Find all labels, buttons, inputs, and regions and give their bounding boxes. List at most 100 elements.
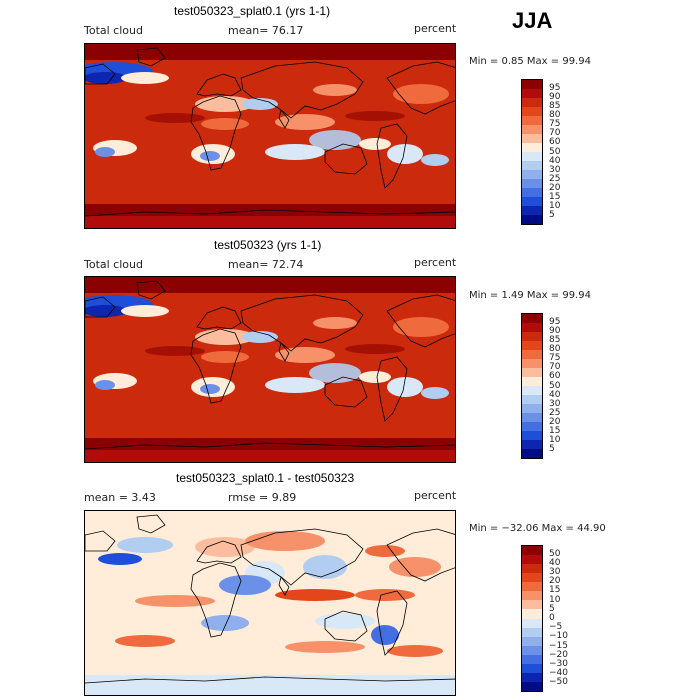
panel-1-minmax: Min = 0.85 Max = 99.94 [469, 56, 591, 67]
colorbar-swatch [522, 170, 542, 179]
colorbar-swatch [522, 107, 542, 116]
panel-3-colorbar [521, 545, 543, 692]
colorbar-tick-label: 5 [549, 444, 555, 455]
coastline [376, 590, 408, 656]
colorbar-tick-label: 15 [549, 426, 561, 437]
panel-2-map-canvas [85, 277, 455, 462]
colorbar-tick-label: 75 [549, 353, 561, 364]
colorbar-swatch [522, 440, 542, 449]
colorbar-swatch [522, 564, 542, 574]
colorbar-tick-label: −30 [549, 658, 568, 669]
colorbar-swatch [522, 161, 542, 170]
colorbar-swatch [522, 332, 542, 341]
coastline [136, 280, 166, 300]
colorbar-tick-label: 75 [549, 119, 561, 130]
coastline [136, 47, 166, 67]
panel-2-map [84, 276, 456, 463]
coastline [324, 143, 368, 175]
colorbar-swatch [522, 431, 542, 440]
colorbar-swatch [522, 143, 542, 152]
colorbar-tick-label: 40 [549, 557, 561, 568]
coastline [240, 294, 364, 352]
colorbar-tick-label: 20 [549, 183, 561, 193]
coastline [85, 530, 116, 552]
panel-1-title: test050323_splat0.1 (yrs 1-1) [174, 4, 331, 18]
colorbar-swatch [522, 404, 542, 413]
colorbar-swatch [522, 386, 542, 395]
panel-3-units-label: percent [414, 489, 457, 502]
panel-2-minmax: Min = 1.49 Max = 99.94 [469, 290, 591, 301]
panel-1-units-label: percent [414, 22, 457, 35]
colorbar-swatch [522, 323, 542, 332]
coastline [85, 296, 116, 318]
colorbar-tick-label: 50 [549, 380, 561, 391]
colorbar-swatch [522, 546, 542, 556]
panel-1-colorbar [521, 79, 543, 225]
colorbar-tick-label: 80 [549, 344, 561, 354]
colorbar-swatch [522, 206, 542, 215]
coastline [376, 356, 408, 422]
coastline [196, 306, 242, 330]
colorbar-swatch [522, 582, 542, 592]
panel-2-colorbar [521, 313, 543, 459]
colorbar-swatch [522, 179, 542, 188]
panel-3-map [84, 510, 456, 696]
coastline [85, 209, 455, 217]
colorbar-tick-label: 70 [549, 362, 561, 373]
colorbar-tick-label: 90 [549, 325, 561, 336]
colorbar-tick-label: 25 [549, 407, 561, 418]
colorbar-swatch [522, 134, 542, 143]
coastline [196, 73, 242, 97]
colorbar-swatch [522, 197, 542, 206]
season-label: JJA [512, 8, 553, 33]
coastline [190, 562, 242, 638]
colorbar-tick-label: 70 [549, 128, 561, 139]
panel-1-variable-label: Total cloud [84, 24, 143, 37]
panel-3-rmse-label: rmse = 9.89 [228, 491, 297, 504]
colorbar-swatch [522, 368, 542, 377]
coastline [190, 95, 242, 171]
colorbar-tick-label: 60 [549, 371, 561, 382]
colorbar-swatch [522, 645, 542, 655]
panel-2-variable-label: Total cloud [84, 258, 143, 271]
coastline [278, 109, 290, 129]
colorbar-tick-label: 40 [549, 155, 561, 166]
colorbar-tick-label: 85 [549, 100, 561, 111]
colorbar-tick-label: 50 [549, 146, 561, 157]
colorbar-tick-label: −15 [549, 640, 568, 651]
colorbar-tick-label: 95 [549, 316, 561, 327]
colorbar-swatch [522, 89, 542, 98]
colorbar-swatch [522, 555, 542, 565]
colorbar-swatch [522, 80, 542, 89]
colorbar-swatch [522, 359, 542, 368]
coastline [278, 576, 290, 596]
colorbar-tick-label: 5 [549, 603, 555, 614]
colorbar-tick-label: 90 [549, 91, 561, 102]
colorbar-swatch [522, 627, 542, 637]
colorbar-tick-label: 50 [549, 548, 561, 559]
coastline [376, 123, 408, 189]
colorbar-swatch [522, 341, 542, 350]
coastline [386, 528, 455, 582]
colorbar-tick-label: 0 [549, 613, 555, 623]
colorbar-tick-label: −50 [549, 677, 568, 688]
colorbar-tick-label: −10 [549, 631, 568, 642]
colorbar-swatch [522, 618, 542, 628]
colorbar-tick-label: 30 [549, 164, 561, 175]
colorbar-swatch [522, 609, 542, 619]
colorbar-tick-label: 95 [549, 82, 561, 93]
colorbar-swatch [522, 422, 542, 431]
colorbar-tick-label: 10 [549, 201, 561, 212]
panel-3-mean-label: mean = 3.43 [84, 491, 156, 504]
coastline [240, 528, 364, 586]
colorbar-tick-label: 10 [549, 435, 561, 446]
colorbar-tick-label: 10 [549, 594, 561, 605]
coastline [324, 610, 368, 642]
coastline [196, 540, 242, 564]
coastline [190, 328, 242, 404]
colorbar-swatch [522, 591, 542, 601]
colorbar-swatch [522, 116, 542, 125]
panel-2-mean-label: mean= 72.74 [228, 258, 304, 271]
colorbar-tick-label: 25 [549, 173, 561, 184]
coastline [386, 61, 455, 115]
